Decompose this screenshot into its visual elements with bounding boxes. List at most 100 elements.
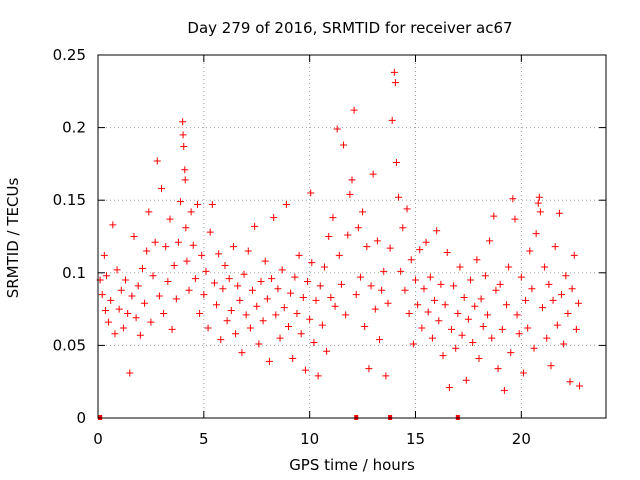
data-point [464,315,472,323]
data-point [301,366,309,374]
data-point [174,238,182,246]
data-point [467,276,475,284]
data-point [524,324,532,332]
data-point [251,222,259,230]
data-point [208,201,216,209]
data-point [318,321,326,329]
data-point [553,321,561,329]
data-point [312,296,320,304]
data-point [541,263,549,271]
data-point [306,315,314,323]
data-point [376,336,384,344]
data-point [384,299,392,307]
data-point [380,267,388,275]
chart-title: Day 279 of 2016, SRMTID for receiver ac6… [187,19,512,37]
data-point [420,285,428,293]
data-point [126,369,134,377]
data-point [166,215,174,223]
data-point [107,296,115,304]
data-point [462,376,470,384]
data-point [574,299,582,307]
data-point [160,309,168,317]
data-point [498,325,506,333]
data-point [503,301,511,309]
data-point [263,295,271,303]
data-point [272,311,280,319]
data-point [363,243,371,251]
data-point [431,296,439,304]
data-point [513,311,521,319]
data-point [285,323,292,331]
data-point [519,369,527,377]
data-point [473,256,481,264]
data-point [407,256,415,264]
data-point [170,262,178,270]
data-point [371,305,379,313]
data-point [200,291,208,299]
data-point [255,340,263,348]
data-point [282,201,290,209]
x-tick-label: 15 [406,430,425,448]
data-point [445,384,453,392]
data-point [547,362,555,370]
data-point [310,338,318,346]
data-point [452,344,460,352]
data-point [545,280,553,288]
data-point [213,301,221,309]
data-point [240,270,248,278]
data-point [530,344,538,352]
data-point [399,224,407,232]
data-point [304,278,312,286]
data-point [522,296,530,304]
data-point [115,305,123,313]
data-point [539,304,546,312]
data-point [391,79,399,87]
data-point [229,243,237,251]
data-point [490,212,498,220]
data-point [259,317,267,325]
data-point [456,263,464,271]
data-point [187,208,195,216]
data-point [232,330,240,338]
data-point [348,176,356,184]
data-point [206,228,214,236]
data-point [454,309,462,317]
data-point [124,309,132,317]
data-point [515,330,523,338]
data-point [517,273,525,281]
data-point [397,267,405,275]
data-point [494,365,502,373]
data-point [403,205,411,213]
data-point [382,372,390,380]
data-point [179,118,187,126]
data-point [481,272,489,280]
y-tick-label: 0.25 [53,46,86,64]
data-point [424,308,432,316]
data-point [354,224,362,232]
data-point [193,201,201,209]
data-point [392,158,400,166]
data-point [155,292,163,300]
data-point [101,307,109,315]
data-point [344,231,352,239]
data-point [238,349,246,357]
data-point [274,285,282,293]
data-point [130,233,138,240]
data-point [496,280,504,288]
x-tick-label: 5 [199,430,209,448]
data-point [535,193,543,201]
data-point [422,238,430,246]
data-point [117,286,125,294]
data-point [134,282,142,290]
data-point [333,125,341,133]
data-point [477,295,485,303]
data-point [119,324,127,332]
data-point [511,215,519,223]
data-point [210,279,218,287]
data-point [100,251,108,259]
data-point [439,352,447,360]
data-point [261,257,269,265]
data-point [278,266,286,274]
data-point [189,241,197,249]
